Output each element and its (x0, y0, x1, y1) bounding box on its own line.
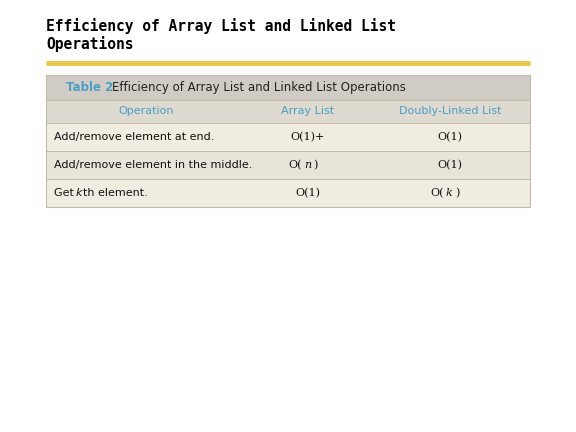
Text: Table 2: Table 2 (66, 81, 113, 94)
Bar (46, 123, 530, 151)
Text: Get: Get (54, 188, 77, 198)
Text: k: k (76, 188, 82, 198)
Text: Doubly-Linked List: Doubly-Linked List (399, 107, 501, 117)
Text: n: n (304, 160, 311, 170)
Text: O(1): O(1) (438, 132, 463, 142)
Text: O(: O( (430, 188, 444, 198)
Bar (46, 75, 530, 100)
Text: ): ) (313, 160, 317, 170)
Text: Operations: Operations (46, 36, 134, 52)
Text: Operation: Operation (118, 107, 174, 117)
Bar (46, 75, 530, 207)
Text: O(1)+: O(1)+ (291, 132, 325, 142)
Text: Efficiency of Array List and Linked List: Efficiency of Array List and Linked List (46, 18, 396, 34)
Text: Add/remove element at end.: Add/remove element at end. (54, 132, 214, 142)
Text: O(1): O(1) (438, 160, 463, 170)
Text: th element.: th element. (83, 188, 148, 198)
Text: O(: O( (289, 160, 302, 170)
Bar (46, 100, 530, 123)
Bar (46, 151, 530, 179)
Text: ): ) (455, 188, 460, 198)
Text: Array List: Array List (282, 107, 335, 117)
Text: O(1): O(1) (295, 188, 320, 198)
Bar (46, 179, 530, 207)
Text: k: k (446, 188, 453, 198)
Text: Add/remove element in the middle.: Add/remove element in the middle. (54, 160, 252, 170)
Text: Efficiency of Array List and Linked List Operations: Efficiency of Array List and Linked List… (112, 81, 406, 94)
